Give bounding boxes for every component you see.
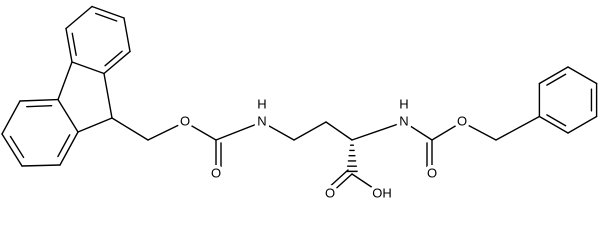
bond (9, 135, 25, 159)
bond (567, 115, 598, 134)
bond (77, 117, 113, 133)
bond (21, 164, 61, 167)
bonds (1, 5, 598, 195)
bond (403, 121, 433, 141)
bond (538, 115, 569, 134)
atom-label: N (399, 113, 408, 128)
bond (325, 169, 349, 191)
bond (1, 133, 23, 167)
bond (71, 32, 77, 56)
bond (65, 5, 93, 30)
bond (215, 121, 263, 141)
bond (261, 121, 295, 141)
bond (111, 117, 149, 141)
bond (65, 27, 73, 63)
bond (19, 98, 59, 102)
bond (104, 50, 123, 67)
atom-label: N (257, 113, 266, 128)
bond (123, 17, 131, 53)
bond (57, 98, 79, 133)
bond (325, 121, 353, 141)
bond (103, 72, 113, 119)
atom-label: O (180, 113, 190, 128)
bond (1, 100, 21, 135)
bond (59, 131, 79, 166)
atom-label: O (325, 185, 335, 200)
bond (351, 121, 405, 141)
bond (57, 61, 73, 101)
bond (351, 173, 383, 195)
bond (71, 61, 105, 75)
bond (57, 134, 71, 158)
bond (546, 114, 567, 127)
bond (495, 115, 541, 141)
atom-label: H (257, 96, 266, 111)
bond (546, 73, 567, 86)
atom-label: O (457, 113, 467, 128)
bond (95, 12, 118, 22)
bond (538, 66, 569, 85)
bond (293, 121, 327, 141)
bond (329, 173, 353, 195)
atom-label: H (399, 96, 408, 111)
atom-label: O (211, 165, 221, 180)
bond (147, 121, 186, 141)
bond (431, 121, 463, 141)
bond (26, 105, 53, 108)
atom-label: O (427, 165, 437, 180)
atom-label: OH (372, 185, 392, 200)
bond (91, 5, 125, 19)
bond (567, 66, 598, 85)
bond (103, 50, 131, 75)
bond (184, 121, 217, 141)
bond (461, 121, 497, 141)
